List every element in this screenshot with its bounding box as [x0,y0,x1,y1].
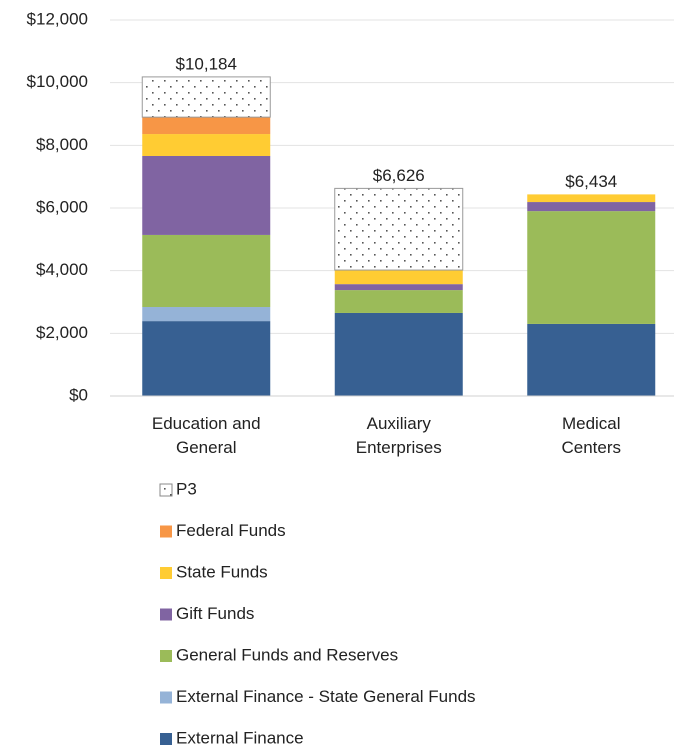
bar-segment [141,76,271,118]
bar-segment [334,290,463,313]
bar-segment [142,234,271,308]
bar-segment [142,307,271,322]
bar-segment [527,323,656,396]
legend-swatch [159,483,173,497]
legend-label: Gift Funds [176,604,254,623]
bar-segment [334,312,463,396]
legend-label: State Funds [176,562,268,581]
bar-segment [334,270,463,285]
y-tick-label: $6,000 [36,197,88,216]
legend-swatch [160,608,172,621]
y-tick-label: $8,000 [36,135,88,154]
legend-swatch [160,525,172,538]
total-label: $6,626 [373,166,425,185]
y-tick-label: $2,000 [36,323,88,342]
legend-label: Federal Funds [176,521,286,540]
x-tick-label: Auxiliary Enterprises [355,414,442,457]
legend-label: General Funds and Reserves [176,645,398,664]
legend-label: External Finance - State General Funds [176,687,476,706]
y-tick-label: $4,000 [36,260,88,279]
y-tick-label: $12,000 [27,9,88,28]
total-label: $10,184 [176,54,237,73]
bar-segment [527,202,656,212]
bar-segment [527,211,656,324]
total-label: $6,434 [565,172,617,191]
legend-label: P3 [176,479,197,498]
bar-segment [334,187,464,271]
bar-segment [142,134,271,156]
legend-swatch [160,650,172,662]
bar-segment [334,284,463,291]
x-tick-label: Medical Centers [561,414,622,457]
bar-segment [142,117,271,135]
bar-segment [527,194,656,203]
x-tick-label: Education and General [151,414,261,457]
legend-label: External Finance [176,728,304,746]
y-tick-label: $0 [69,385,88,404]
legend-swatch [160,733,172,745]
bar-segment [142,321,271,396]
legend-swatch [160,691,172,704]
y-tick-label: $10,000 [27,72,88,91]
legend-swatch [160,567,172,579]
bar-segment [142,155,271,235]
